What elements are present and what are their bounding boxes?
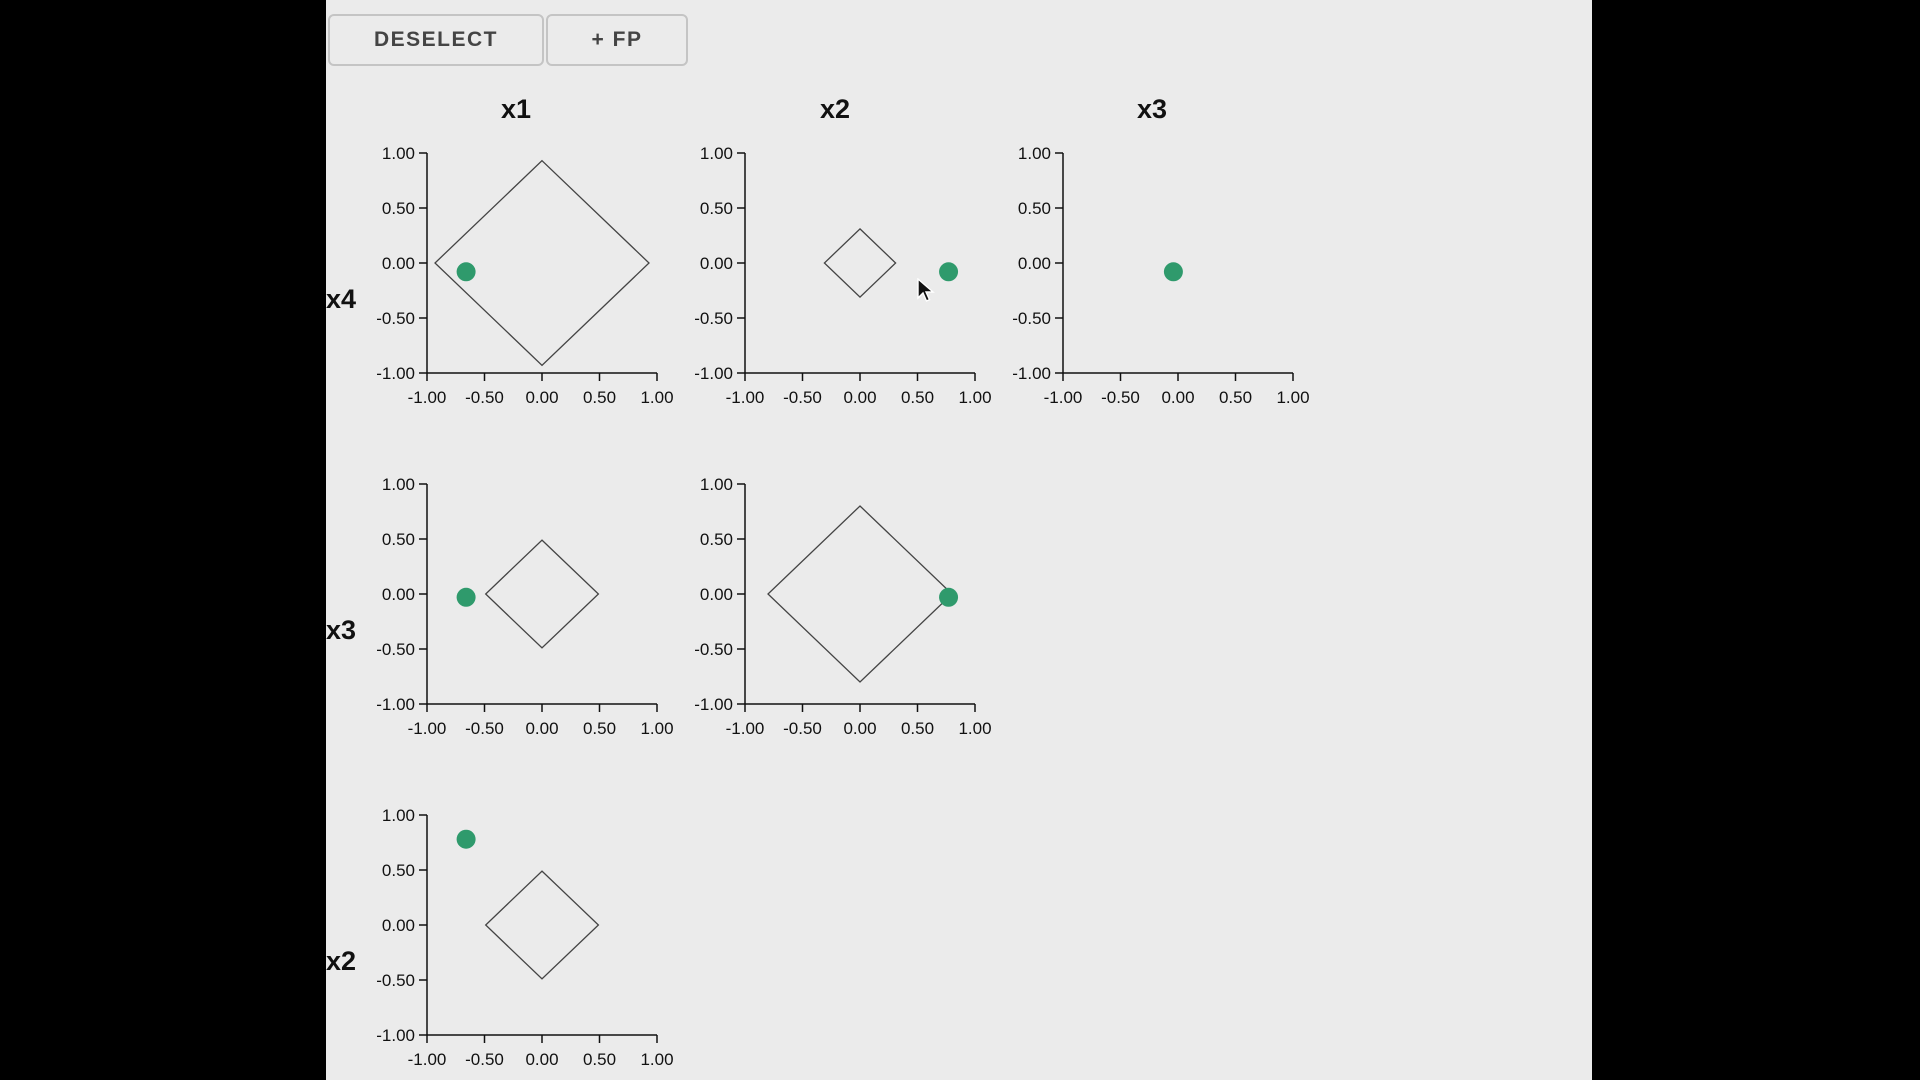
deselect-button[interactable]: DESELECT [328,14,544,66]
y-tick-label: 0.00 [382,916,415,935]
x-tick-label: -0.50 [783,388,822,407]
y-tick-label: -1.00 [376,695,415,714]
data-point[interactable] [456,587,476,607]
plot-panel-x4-x2[interactable]: 1.00 0.50 0.00 -0.50 -1.00 -1.00 -0.50 0.00 0.50… [694,144,991,407]
x-tick-label: 0.00 [525,1050,558,1069]
x-tick-label: -1.00 [726,388,765,407]
y-tick-label: 0.50 [700,199,733,218]
column-label-x2: x2 [819,94,851,124]
l1-ball-diamond [767,505,953,683]
l1-ball-diamond [434,159,650,367]
y-tick-label: 1.00 [1018,144,1051,163]
y-tick-label: -1.00 [376,364,415,383]
row-label-x4: x4 [326,284,357,314]
y-tick-label: 0.50 [700,530,733,549]
mouse-cursor-icon [917,278,935,302]
y-tick-label: 0.00 [700,254,733,273]
x-tick-label: 0.00 [843,719,876,738]
y-tick-label: -0.50 [376,309,415,328]
y-tick-label: -1.00 [1012,364,1051,383]
y-tick-label: 0.00 [700,585,733,604]
add-fp-button[interactable]: + FP [546,14,688,66]
l1-ball-diamond [484,539,600,649]
scatter-matrix: 1.00 0.50 0.00 -0.50 -1.00 -1.00 -0.50 0.00 0.50… [376,144,1309,1069]
plot-panel-x3-x2[interactable]: 1.00 0.50 0.00 -0.50 -1.00 -1.00 -0.50 0.00 0.50… [694,475,991,738]
y-tick-label: 0.50 [382,530,415,549]
x-tick-label: 0.50 [1219,388,1252,407]
x-tick-label: 0.50 [583,1050,616,1069]
y-tick-label: 1.00 [382,806,415,825]
x-tick-label: 0.50 [901,719,934,738]
y-tick-label: 0.00 [1018,254,1051,273]
y-tick-label: 1.00 [700,475,733,494]
y-tick-label: -0.50 [694,640,733,659]
x-tick-label: -0.50 [465,388,504,407]
y-tick-label: -1.00 [376,1026,415,1045]
y-tick-label: 1.00 [382,144,415,163]
x-tick-label: 1.00 [640,388,673,407]
y-tick-label: -1.00 [694,364,733,383]
y-tick-label: 0.50 [1018,199,1051,218]
y-tick-label: 0.50 [382,861,415,880]
x-tick-label: -1.00 [726,719,765,738]
y-tick-label: 0.50 [382,199,415,218]
column-label-x3: x3 [1136,94,1168,124]
x-tick-label: -0.50 [783,719,822,738]
x-tick-label: 0.00 [843,388,876,407]
y-tick-label: 1.00 [700,144,733,163]
row-label-x2: x2 [326,946,357,976]
matrix-explorer-app: DESELECT + FP x1 x2 x3 x4 x3 x2 1.00 0.50… [326,0,1592,1080]
x-tick-label: -0.50 [1101,388,1140,407]
x-tick-label: 1.00 [640,1050,673,1069]
x-tick-label: 1.00 [640,719,673,738]
x-tick-label: 1.00 [958,719,991,738]
x-tick-label: 0.00 [1161,388,1194,407]
plot-panel-x4-x1[interactable]: 1.00 0.50 0.00 -0.50 -1.00 -1.00 -0.50 0.00 0.50… [376,144,673,407]
x-tick-label: -0.50 [465,1050,504,1069]
x-tick-label: 0.50 [901,388,934,407]
y-tick-label: -1.00 [694,695,733,714]
y-tick-label: -0.50 [376,640,415,659]
y-tick-label: 0.00 [382,585,415,604]
x-tick-label: -1.00 [408,719,447,738]
data-point[interactable] [939,587,959,607]
x-tick-label: -0.50 [465,719,504,738]
y-tick-label: -0.50 [1012,309,1051,328]
data-point[interactable] [456,262,476,282]
x-tick-label: 0.50 [583,388,616,407]
row-label-x3: x3 [326,615,357,645]
y-tick-label: 1.00 [382,475,415,494]
plot-panel-x3-x1[interactable]: 1.00 0.50 0.00 -0.50 -1.00 -1.00 -0.50 0.00 0.50… [376,475,673,738]
y-tick-label: -0.50 [694,309,733,328]
data-point[interactable] [1163,262,1183,282]
x-tick-label: -1.00 [408,1050,447,1069]
x-tick-label: 1.00 [958,388,991,407]
toolbar: DESELECT + FP [328,14,688,66]
data-point[interactable] [939,262,959,282]
x-tick-label: 0.00 [525,388,558,407]
plot-panel-x4-x3[interactable]: 1.00 0.50 0.00 -0.50 -1.00 -1.00 -0.50 0.00 0.50… [1012,144,1309,407]
x-tick-label: 1.00 [1276,388,1309,407]
data-point[interactable] [456,829,476,849]
plot-panel-x2-x1[interactable]: 1.00 0.50 0.00 -0.50 -1.00 -1.00 -0.50 0.00 0.50… [376,806,673,1069]
x-tick-label: 0.50 [583,719,616,738]
y-tick-label: -0.50 [376,971,415,990]
x-tick-label: -1.00 [408,388,447,407]
x-tick-label: -1.00 [1044,388,1083,407]
y-tick-label: 0.00 [382,254,415,273]
l1-ball-diamond [823,227,897,299]
column-label-x1: x1 [500,94,532,124]
l1-ball-diamond [484,870,600,980]
x-tick-label: 0.00 [525,719,558,738]
